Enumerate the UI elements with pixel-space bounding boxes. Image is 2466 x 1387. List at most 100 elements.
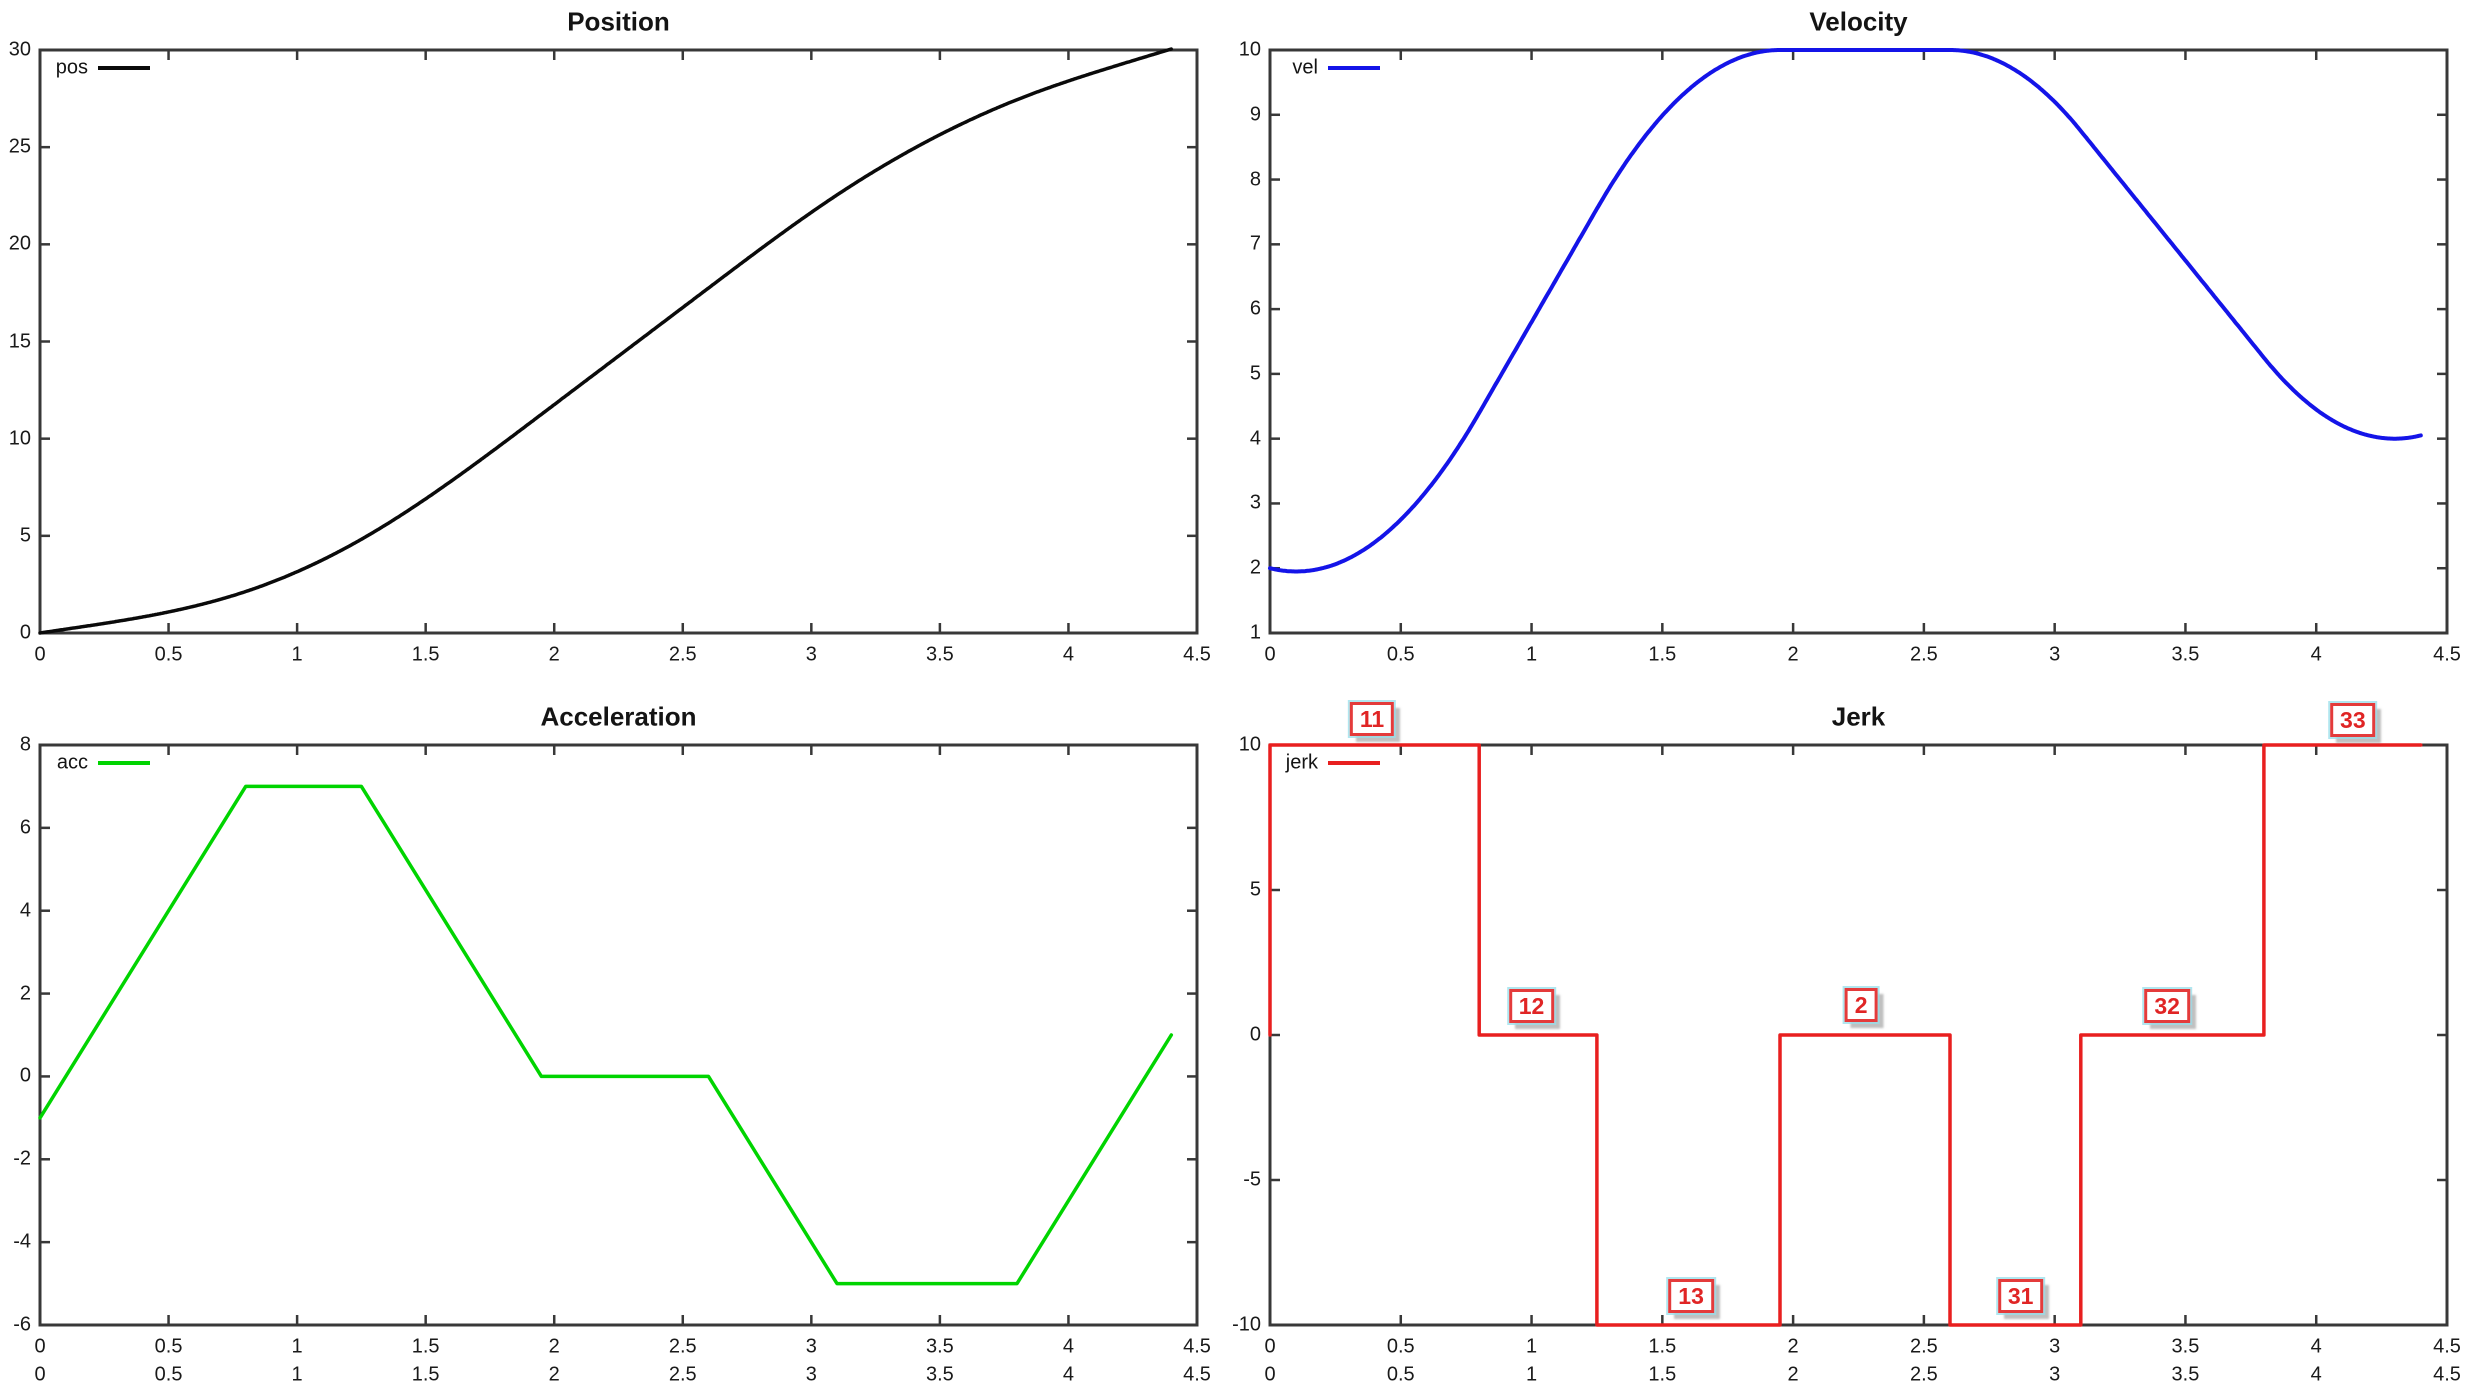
position-y-tick-label: 0 [19,621,31,644]
jerk-y-tick-label: -10 [1232,1313,1261,1336]
velocity-y-tick-label: 2 [1249,556,1261,579]
velocity-y-tick-label: 3 [1249,491,1261,514]
acceleration-x-tick-label-clipped: 2 [548,1363,560,1386]
velocity-x-tick-label: 1 [1525,643,1538,666]
position-x-tick-label: 1.5 [411,643,440,666]
acceleration-x-tick-label: 2.5 [668,1335,697,1358]
velocity-x-tick-label: 0.5 [1386,643,1415,666]
jerk-y-tick-label: 0 [1249,1023,1261,1046]
jerk-x-tick-label-clipped: 4 [2310,1363,2322,1386]
velocity-legend-label: vel [1292,56,1318,79]
velocity-y-tick-label: 9 [1249,103,1261,126]
velocity-y-tick-label: 5 [1249,362,1261,385]
velocity-y-tick-label: 1 [1249,621,1261,644]
position-y-tick-label: 15 [8,330,31,352]
acceleration-plot-border [38,743,1199,1327]
acceleration-y-tick-label: -4 [13,1230,31,1253]
jerk-x-tick-label-clipped: 0.5 [1386,1363,1415,1386]
jerk-x-tick-label: 4.5 [2433,1335,2461,1358]
acceleration-x-tick-label-clipped: 0 [34,1363,46,1386]
jerk-phase-label-32: 32 [2144,989,2190,1023]
velocity-y-tick-label: 10 [1238,38,1261,61]
acceleration-x-tick-label-clipped: 1 [291,1363,303,1386]
jerk-x-tick-label-clipped: 0 [1264,1363,1276,1386]
acceleration-x-tick-label: 3 [805,1335,817,1358]
acceleration-x-tick-label: 0 [34,1335,46,1358]
velocity-x-tick-label: 0 [1264,643,1276,666]
velocity-y-tick-label: 8 [1249,168,1261,191]
jerk-y-tick-label: 10 [1238,733,1261,756]
acc-curve [38,784,1174,1286]
jerk-x-tick-label: 4 [2310,1335,2322,1358]
velocity-x-tick-label: 4.5 [2433,643,2461,666]
position-x-tick-label: 1 [291,643,303,666]
jerk-legend-label: jerk [1285,751,1318,774]
velocity-x-tick-label: 3 [2049,643,2061,666]
position-x-tick-label: 3.5 [925,643,954,666]
position-x-tick-label: 3 [805,643,817,666]
position-x-tick-label: 4 [1062,643,1074,666]
position-y-tick-label: 20 [8,232,31,255]
jerk-x-tick-label: 0.5 [1386,1335,1415,1358]
jerk-x-tick-label-clipped: 2.5 [1909,1363,1938,1386]
position-y-tick-label: 30 [8,38,31,61]
acceleration-x-tick-label-clipped: 2.5 [668,1363,697,1386]
acceleration-x-tick-label: 3.5 [925,1335,954,1358]
velocity-x-tick-label: 1.5 [1648,643,1677,666]
acceleration-x-tick-label-clipped: 4 [1062,1363,1074,1386]
acceleration-x-tick-label: 1 [291,1335,303,1358]
position-y-tick-label: 5 [19,524,31,547]
velocity-y-tick-label: 4 [1249,427,1261,450]
jerk-phase-label-33: 33 [2330,703,2376,738]
position-x-tick-label: 0.5 [154,643,183,666]
acceleration-y-tick-label: 0 [19,1064,31,1087]
position-x-tick-label: 4.5 [1183,643,1211,666]
position-x-tick-label: 2 [548,643,560,666]
position-y-tick-label: 25 [8,135,31,158]
acceleration-x-tick-label-clipped: 3.5 [925,1363,954,1386]
velocity-x-tick-label: 3.5 [2171,643,2200,666]
jerk-x-tick-label: 1 [1525,1335,1538,1358]
jerk-curve [1268,743,2423,1327]
jerk-x-tick-label-clipped: 1 [1525,1363,1538,1386]
velocity-y-tick-label: 7 [1249,232,1261,255]
acceleration-y-tick-label: -6 [13,1313,31,1336]
velocity-x-tick-label: 2.5 [1909,643,1938,666]
velocity-plot-border [1268,48,2449,635]
jerk-x-tick-label: 0 [1264,1335,1276,1358]
acceleration-x-tick-label-clipped: 3 [805,1363,817,1386]
jerk-x-tick-label: 3.5 [2171,1335,2200,1358]
velocity-chart-title: Velocity [1809,6,1908,37]
velocity-x-tick-label: 4 [2310,643,2322,666]
acceleration-x-tick-label: 2 [548,1335,560,1358]
jerk-x-tick-label-clipped: 1.5 [1648,1363,1677,1386]
position-x-tick-label: 0 [34,643,46,666]
acceleration-x-tick-label: 0.5 [154,1335,183,1358]
acceleration-chart-title: Acceleration [540,701,697,732]
acceleration-y-tick-label: 2 [19,982,31,1005]
acceleration-y-tick-label: 4 [19,899,31,922]
pos-curve [38,47,1174,635]
acceleration-legend-label: acc [56,751,88,774]
acceleration-y-tick-label: -2 [13,1147,31,1170]
jerk-x-tick-label-clipped: 2 [1787,1363,1799,1386]
position-plot-border [38,48,1199,635]
jerk-x-tick-label: 2.5 [1909,1335,1938,1358]
acceleration-y-tick-label: 6 [19,816,31,839]
position-chart-title: Position [567,6,670,37]
jerk-x-tick-label-clipped: 4.5 [2433,1363,2461,1386]
jerk-x-tick-label: 2 [1787,1335,1799,1358]
position-legend-label: pos [55,56,88,79]
jerk-x-tick-label: 3 [2049,1335,2061,1358]
acceleration-x-tick-label: 4 [1062,1335,1074,1358]
jerk-y-tick-label: -5 [1243,1168,1261,1191]
acceleration-x-tick-label: 1.5 [411,1335,440,1358]
jerk-phase-label-12: 12 [1508,989,1555,1023]
velocity-y-tick-label: 6 [1249,297,1261,320]
jerk-phase-label-31: 31 [1997,1279,2044,1313]
acceleration-x-tick-label-clipped: 0.5 [154,1363,183,1386]
jerk-x-tick-label-clipped: 3 [2049,1363,2061,1386]
position-y-tick-label: 10 [8,427,31,450]
jerk-phase-label-11: 11 [1349,701,1395,736]
